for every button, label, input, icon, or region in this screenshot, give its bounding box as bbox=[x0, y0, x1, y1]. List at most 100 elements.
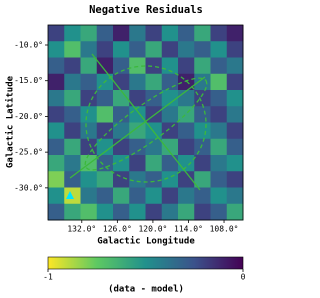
overlay-ellipse bbox=[84, 77, 208, 171]
heat-cell bbox=[96, 122, 114, 140]
heat-cell bbox=[64, 155, 81, 172]
heat-cell bbox=[96, 106, 114, 123]
heat-cell bbox=[210, 122, 228, 140]
heat-cell bbox=[113, 25, 130, 42]
heat-cell bbox=[80, 25, 98, 42]
heat-cell bbox=[64, 122, 81, 140]
heat-cell bbox=[64, 90, 81, 107]
chart-title: Negative Residuals bbox=[89, 4, 203, 16]
heat-cell bbox=[161, 155, 179, 172]
heat-cell bbox=[226, 57, 244, 75]
heat-cell bbox=[210, 57, 228, 75]
marker bbox=[66, 191, 74, 199]
heat-cell bbox=[210, 203, 228, 221]
heat-cell bbox=[194, 57, 211, 75]
heat-cell bbox=[145, 25, 163, 42]
colorbar-tick-label: -1 bbox=[43, 273, 53, 282]
heat-cell bbox=[194, 25, 211, 42]
heat-cell bbox=[210, 187, 228, 205]
heat-cell bbox=[113, 155, 130, 172]
heat-cell bbox=[64, 171, 81, 188]
heat-cell bbox=[178, 203, 195, 221]
x-tick-label: 126.0° bbox=[103, 225, 132, 234]
heat-cell bbox=[145, 171, 163, 188]
heat-cell bbox=[194, 41, 211, 58]
heat-cell bbox=[48, 73, 65, 91]
heat-cell bbox=[113, 203, 130, 221]
y-tick-label: -15.0° bbox=[14, 76, 43, 85]
heat-cell bbox=[129, 25, 146, 42]
colorbar bbox=[47, 256, 244, 270]
x-tick-label: 120.0° bbox=[138, 225, 167, 234]
heat-cell bbox=[64, 106, 81, 123]
heat-cell bbox=[113, 171, 130, 188]
y-tick-label: -20.0° bbox=[14, 112, 43, 121]
heat-cell bbox=[145, 41, 163, 58]
y-tick-label: -30.0° bbox=[14, 183, 43, 192]
heat-cell bbox=[48, 106, 65, 123]
heat-cell bbox=[210, 155, 228, 172]
overlay-line bbox=[69, 76, 206, 179]
heat-cell bbox=[210, 25, 228, 42]
heat-cell bbox=[113, 90, 130, 107]
heat-cell bbox=[64, 203, 81, 221]
heat-cell bbox=[145, 203, 163, 221]
heat-cell bbox=[48, 41, 65, 58]
heat-cell bbox=[129, 90, 146, 107]
heat-cell bbox=[113, 187, 130, 205]
heat-cell bbox=[113, 57, 130, 75]
heat-cell bbox=[48, 138, 65, 156]
chart: Negative Residuals Galactic Longitude Ga… bbox=[5, 4, 246, 295]
x-tick-label: 132.0° bbox=[67, 225, 96, 234]
heat-cell bbox=[129, 41, 146, 58]
heat-cell bbox=[226, 203, 244, 221]
x-tick-label: 114.0° bbox=[174, 225, 203, 234]
heat-cell bbox=[194, 90, 211, 107]
heat-cell bbox=[161, 138, 179, 156]
heat-cell bbox=[178, 25, 195, 42]
heat-cell bbox=[48, 155, 65, 172]
heat-cell bbox=[80, 73, 98, 91]
heat-cell bbox=[210, 106, 228, 123]
heat-cell bbox=[210, 90, 228, 107]
heat-cell bbox=[194, 106, 211, 123]
heat-cell bbox=[48, 171, 65, 188]
heat-cell bbox=[145, 155, 163, 172]
heat-cell bbox=[80, 203, 98, 221]
heat-cell bbox=[129, 122, 146, 140]
heat-cell bbox=[145, 187, 163, 205]
heat-cell bbox=[129, 73, 146, 91]
heat-cell bbox=[178, 90, 195, 107]
heat-cell bbox=[226, 90, 244, 107]
heat-cell bbox=[161, 41, 179, 58]
heat-cell bbox=[113, 73, 130, 91]
heat-cell bbox=[194, 171, 211, 188]
heat-cell bbox=[64, 138, 81, 156]
heat-cell bbox=[226, 187, 244, 205]
heat-cell bbox=[96, 25, 114, 42]
heatmap bbox=[48, 25, 244, 221]
heat-cell bbox=[145, 138, 163, 156]
heat-cell bbox=[96, 171, 114, 188]
heat-cell bbox=[161, 90, 179, 107]
heat-cell bbox=[161, 187, 179, 205]
heat-cell bbox=[113, 41, 130, 58]
heat-cell bbox=[129, 106, 146, 123]
heat-cell bbox=[178, 57, 195, 75]
heat-cell bbox=[178, 171, 195, 188]
heat-cell bbox=[226, 155, 244, 172]
heat-cell bbox=[80, 41, 98, 58]
heat-cell bbox=[48, 122, 65, 140]
heat-cell bbox=[64, 73, 81, 91]
heat-cell bbox=[80, 106, 98, 123]
heat-cell bbox=[96, 203, 114, 221]
heat-cell bbox=[161, 171, 179, 188]
heat-cell bbox=[96, 155, 114, 172]
heat-cell bbox=[48, 25, 65, 42]
heat-cell bbox=[161, 57, 179, 75]
heat-cell bbox=[194, 73, 211, 91]
heat-cell bbox=[64, 187, 81, 205]
heat-cell bbox=[161, 203, 179, 221]
heat-cell bbox=[226, 106, 244, 123]
heat-cell bbox=[80, 122, 98, 140]
